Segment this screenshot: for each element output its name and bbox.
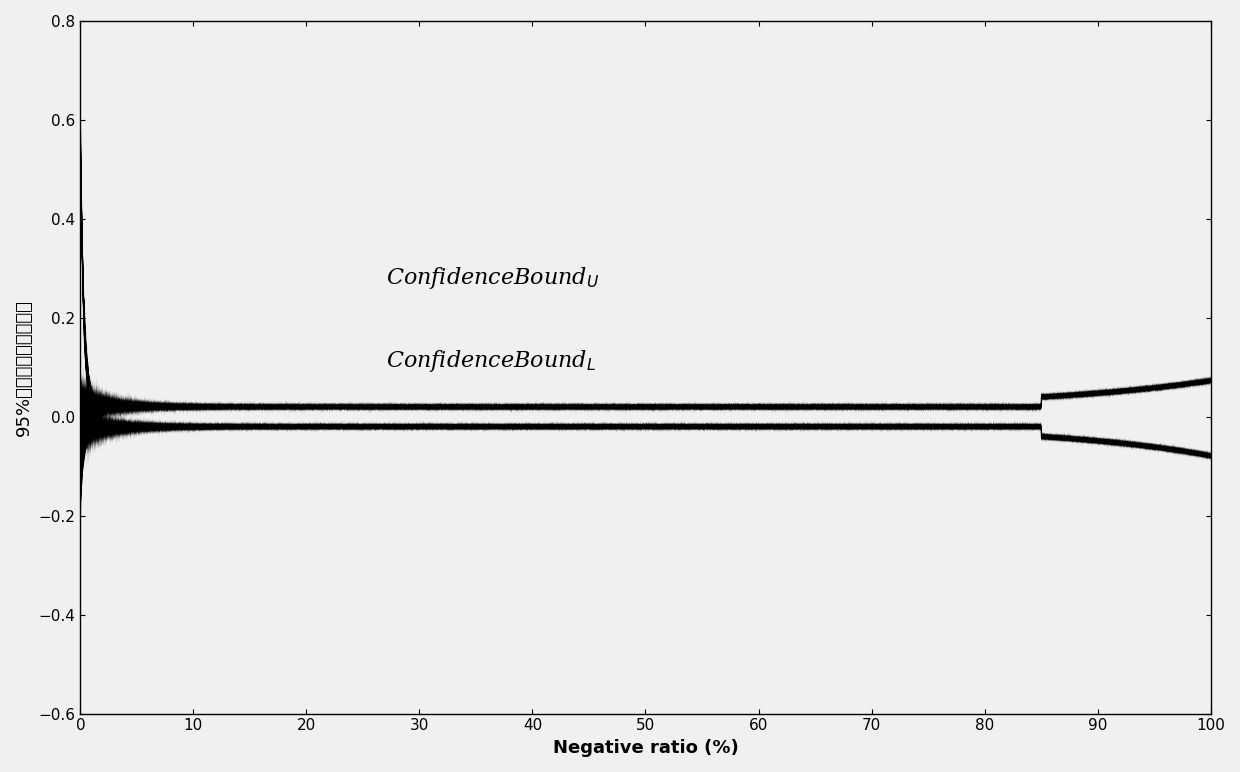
Text: $\mathregular{ConfidenceBound}_U$: $\mathregular{ConfidenceBound}_U$ [386, 265, 599, 291]
Text: $\mathregular{ConfidenceBound}_L$: $\mathregular{ConfidenceBound}_L$ [386, 348, 595, 374]
Y-axis label: 95%置信区间偏差百分比: 95%置信区间偏差百分比 [15, 299, 33, 435]
X-axis label: Negative ratio (%): Negative ratio (%) [553, 739, 738, 757]
